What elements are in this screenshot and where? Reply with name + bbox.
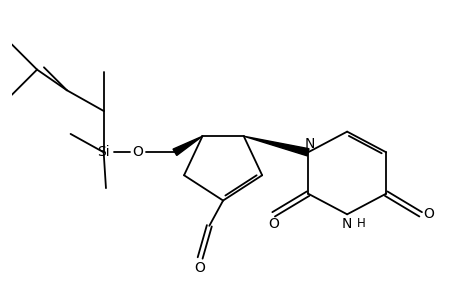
Text: O: O xyxy=(194,261,205,275)
Text: O: O xyxy=(268,217,279,230)
Polygon shape xyxy=(243,136,308,156)
Text: N: N xyxy=(341,217,352,230)
Text: H: H xyxy=(356,217,364,230)
Text: Si: Si xyxy=(97,145,110,159)
Polygon shape xyxy=(173,136,202,155)
Text: O: O xyxy=(423,207,433,221)
Text: N: N xyxy=(304,137,314,151)
Text: O: O xyxy=(132,145,143,159)
